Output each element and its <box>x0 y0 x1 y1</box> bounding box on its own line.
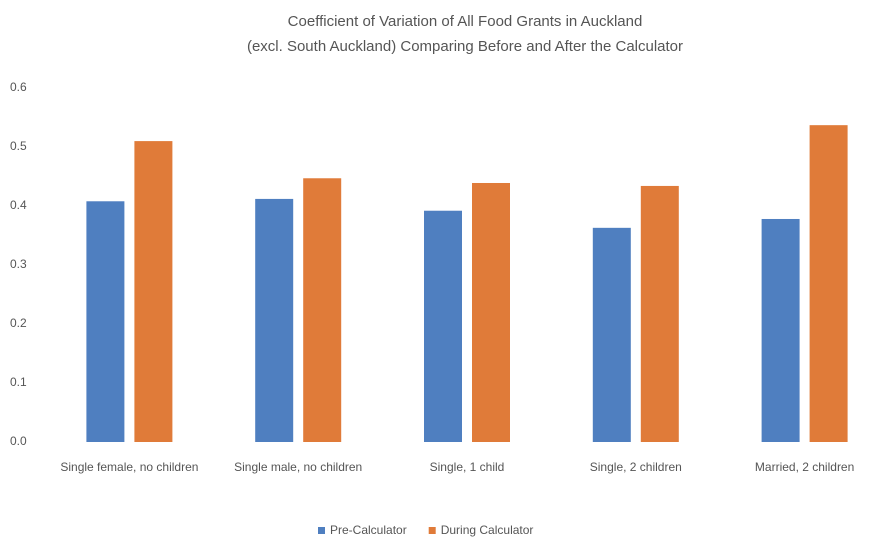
chart-title: (excl. South Auckland) Comparing Before … <box>247 38 683 55</box>
bar <box>472 182 510 443</box>
x-tick-label: Single female, no children <box>60 460 199 474</box>
y-tick-label: 0.0 <box>10 434 27 448</box>
x-tick-label: Single, 2 children <box>589 460 682 474</box>
bar <box>424 210 462 442</box>
bar <box>592 227 631 442</box>
chart-title: Coefficient of Variation of All Food Gra… <box>288 13 643 30</box>
x-tick-label: Single male, no children <box>234 460 363 474</box>
x-tick-label: Single, 1 child <box>429 460 505 474</box>
bar <box>134 141 173 442</box>
y-tick-label: 0.4 <box>10 198 27 212</box>
y-tick-label: 0.1 <box>10 375 27 389</box>
y-tick-label: 0.6 <box>10 80 27 94</box>
legend-swatch <box>318 527 325 534</box>
bar <box>640 185 679 442</box>
legend-label: During Calculator <box>441 523 534 537</box>
y-tick-label: 0.2 <box>10 316 27 330</box>
bar <box>303 178 342 442</box>
bar <box>255 198 294 442</box>
bar <box>761 218 800 442</box>
legend-label: Pre-Calculator <box>330 523 407 537</box>
legend-swatch <box>428 527 436 534</box>
x-tick-label: Married, 2 children <box>754 460 855 474</box>
y-tick-label: 0.5 <box>10 139 27 153</box>
bar <box>86 201 125 442</box>
bar <box>809 125 848 443</box>
y-tick-label: 0.3 <box>10 257 27 271</box>
